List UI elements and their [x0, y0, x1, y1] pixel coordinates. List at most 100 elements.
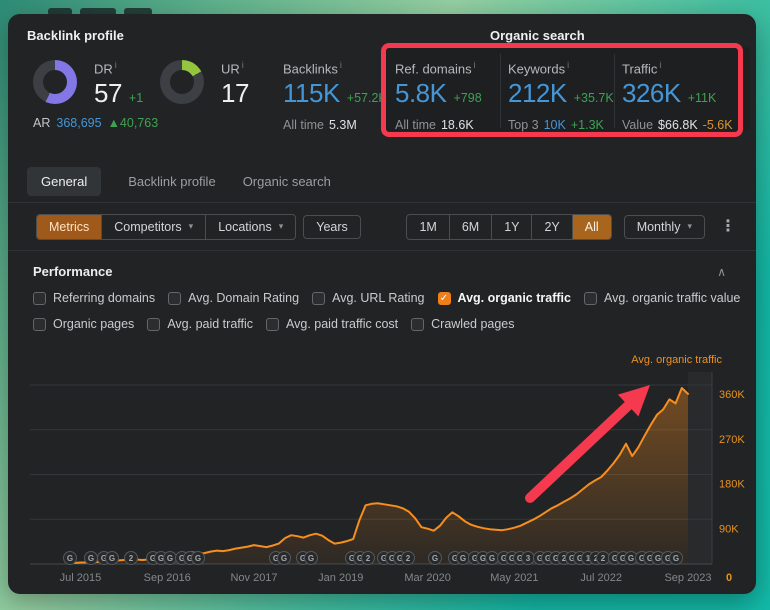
period-selector: 1M 6M 1Y 2Y All — [406, 213, 612, 240]
keywords-top3: Top 3 10K +1.3K — [508, 118, 604, 133]
svg-text:May 2021: May 2021 — [490, 572, 538, 584]
svg-text:Jul 2022: Jul 2022 — [580, 572, 622, 584]
period-1y[interactable]: 1Y — [491, 214, 531, 239]
svg-text:90K: 90K — [719, 523, 739, 535]
checkbox — [312, 291, 326, 305]
chevron-down-icon: ▾ — [188, 221, 194, 231]
checkbox-avg-organic-traffic[interactable]: ✓ Avg. organic traffic — [437, 291, 571, 305]
svg-text:G: G — [281, 554, 287, 563]
backlinks-delta: +57.2K — [346, 91, 387, 106]
svg-text:360K: 360K — [719, 389, 745, 401]
svg-text:180K: 180K — [719, 479, 745, 491]
background-window-tab — [124, 8, 152, 16]
svg-text:270K: 270K — [719, 434, 745, 446]
metrics-button[interactable]: Metrics — [37, 214, 102, 239]
svg-text:G: G — [628, 554, 634, 563]
svg-text:G: G — [109, 554, 115, 563]
metric-checkbox-row: Referring domains Avg. Domain Rating Avg… — [8, 291, 756, 305]
checkbox-avg-organic-traffic-value[interactable]: Avg. organic traffic value — [583, 291, 740, 305]
info-icon: i — [114, 60, 117, 70]
chevron-down-icon: ▾ — [687, 221, 692, 231]
ref-domains-alltime: All time 18.6K — [395, 118, 474, 133]
svg-text:G: G — [537, 554, 543, 563]
info-icon: i — [473, 60, 476, 70]
svg-text:G: G — [480, 554, 486, 563]
chart-toolbar: Metrics Competitors ▾ Locations ▾ Years 1M… — [8, 203, 756, 251]
section-tabs: General Backlink profile Organic search — [8, 160, 756, 203]
checkbox-avg-url-rating[interactable]: Avg. URL Rating — [312, 291, 425, 305]
traffic-value-row: Value $66.8K -5.6K — [622, 118, 733, 133]
tab-general[interactable]: General — [27, 166, 102, 196]
info-icon: i — [241, 60, 244, 70]
locations-dropdown[interactable]: Locations ▾ — [205, 214, 295, 239]
tab-organic-search[interactable]: Organic search — [242, 173, 331, 189]
checkbox-avg-domain-rating[interactable]: Avg. Domain Rating — [168, 291, 299, 305]
svg-text:2: 2 — [366, 554, 371, 563]
svg-text:G: G — [545, 554, 551, 563]
svg-text:G: G — [620, 554, 626, 563]
ur-value: 17 — [221, 78, 249, 109]
checkbox — [33, 317, 46, 331]
years-button[interactable]: Years — [303, 214, 361, 239]
background-window-tab — [80, 8, 116, 16]
organic-search-header: Organic search — [490, 28, 585, 43]
checkbox-avg-paid-traffic[interactable]: Avg. paid traffic — [147, 317, 253, 331]
backlink-profile-header: Backlink profile — [27, 28, 124, 43]
collapse-chevron-icon[interactable]: ∧ — [717, 264, 726, 279]
checkbox — [583, 291, 597, 305]
svg-text:G: G — [460, 554, 466, 563]
checkbox-organic-pages[interactable]: Organic pages — [33, 317, 134, 331]
tab-backlink-profile[interactable]: Backlink profile — [128, 173, 216, 189]
period-2y[interactable]: 2Y — [531, 214, 571, 239]
svg-text:G: G — [357, 554, 363, 563]
period-all[interactable]: All — [571, 214, 611, 239]
svg-text:3: 3 — [526, 554, 531, 563]
svg-text:Sep 2016: Sep 2016 — [144, 572, 191, 584]
checkbox-referring-domains[interactable]: Referring domains — [33, 291, 155, 305]
svg-text:G: G — [432, 554, 438, 563]
svg-text:G: G — [300, 554, 306, 563]
svg-text:G: G — [673, 554, 679, 563]
period-1m[interactable]: 1M — [419, 219, 437, 234]
svg-text:Mar 2020: Mar 2020 — [404, 572, 450, 584]
granularity-dropdown[interactable]: Monthly ▾ — [623, 214, 705, 239]
period-6m[interactable]: 6M — [448, 214, 491, 239]
divider — [500, 54, 501, 128]
checkbox — [266, 317, 280, 331]
keywords-delta: +35.7K — [573, 91, 614, 106]
svg-text:Jan 2019: Jan 2019 — [318, 572, 363, 584]
metric-checkbox-row: Organic pages Avg. paid traffic Avg. pai… — [8, 317, 756, 331]
svg-text:G: G — [509, 554, 515, 563]
backlinks-value: 115K — [283, 78, 340, 109]
svg-text:0: 0 — [726, 572, 732, 584]
svg-text:G: G — [88, 554, 94, 563]
svg-text:G: G — [150, 554, 156, 563]
svg-text:G: G — [655, 554, 661, 563]
svg-text:G: G — [167, 554, 173, 563]
kebab-menu-icon[interactable]: ⋮ — [720, 217, 736, 235]
competitors-dropdown[interactable]: Competitors ▾ — [101, 214, 205, 239]
svg-text:2: 2 — [129, 554, 134, 563]
info-icon: i — [659, 60, 662, 70]
svg-text:G: G — [179, 554, 185, 563]
svg-text:2: 2 — [562, 554, 567, 563]
checkbox-crawled-pages[interactable]: Crawled pages — [411, 317, 515, 331]
svg-text:Sep 2023: Sep 2023 — [664, 572, 711, 584]
svg-text:G: G — [612, 554, 618, 563]
ar-delta: ▲40,763 — [107, 116, 159, 130]
organic-stats-panel — [382, 47, 750, 131]
svg-text:G: G — [489, 554, 495, 563]
traffic-delta: +11K — [687, 91, 717, 106]
keywords-label: Keywords i — [508, 60, 570, 77]
metrics-control-group: Metrics Competitors ▾ Locations ▾ — [36, 213, 297, 240]
annotation-arrow — [525, 385, 650, 503]
checkbox-avg-paid-traffic-cost[interactable]: Avg. paid traffic cost — [266, 317, 398, 331]
svg-text:G: G — [665, 554, 671, 563]
svg-text:G: G — [273, 554, 279, 563]
svg-text:G: G — [639, 554, 645, 563]
svg-text:G: G — [101, 554, 107, 563]
svg-text:1: 1 — [586, 554, 591, 563]
svg-text:G: G — [381, 554, 387, 563]
